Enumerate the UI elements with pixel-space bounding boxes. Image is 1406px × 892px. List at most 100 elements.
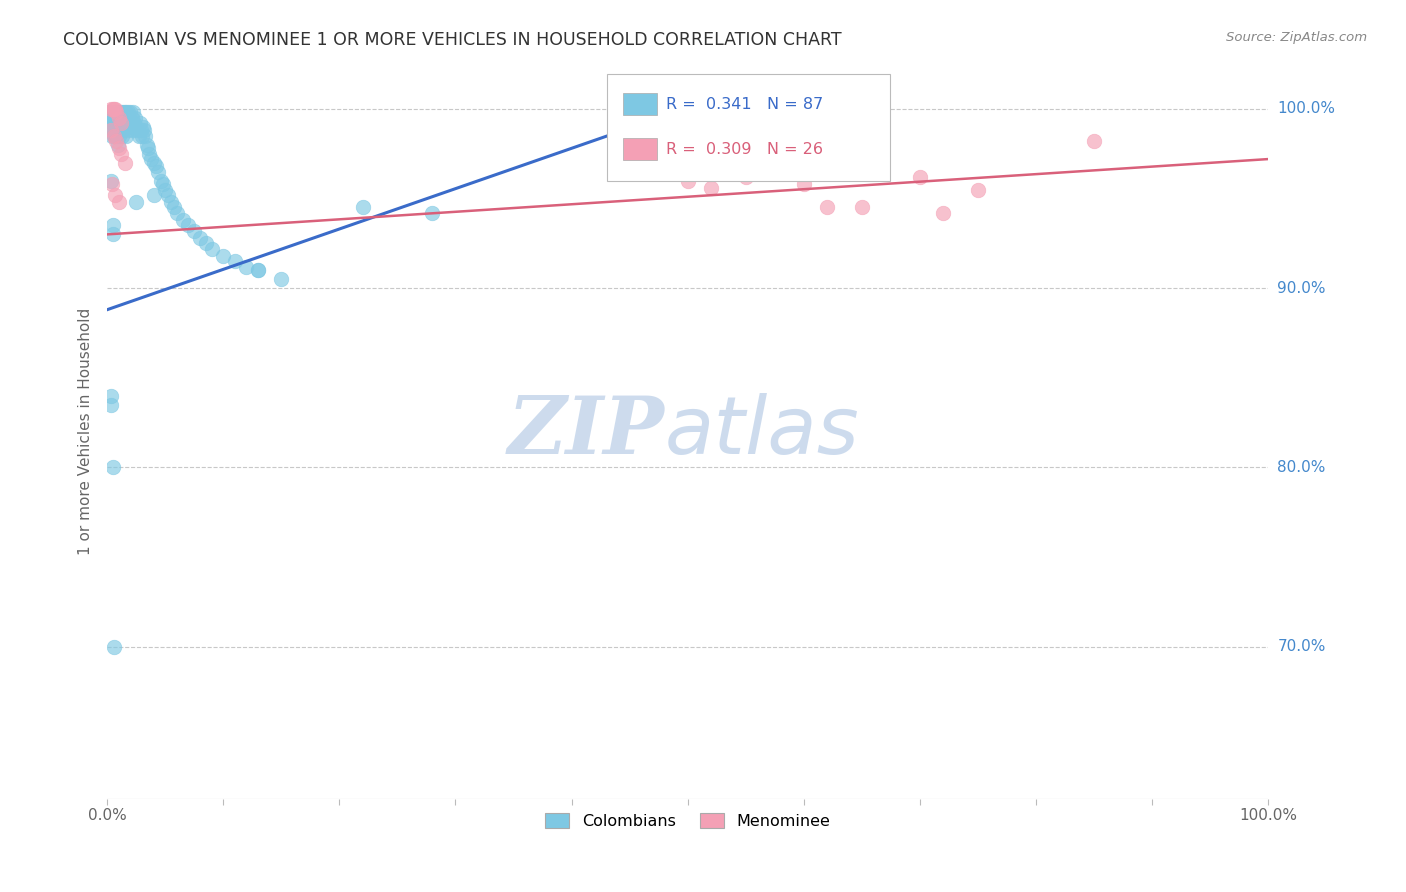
Point: [103, 640, 125, 654]
Point: [107, 128, 129, 143]
Point: [107, 105, 129, 120]
Point: [111, 111, 134, 125]
Point: [141, 152, 163, 166]
Point: [101, 128, 124, 143]
Point: [112, 105, 135, 120]
Point: [676, 173, 699, 187]
Point: [129, 123, 152, 137]
Point: [235, 260, 257, 274]
Point: [122, 116, 145, 130]
Point: [103, 128, 125, 143]
Point: [117, 123, 139, 137]
Point: [105, 128, 128, 143]
Text: 80.0%: 80.0%: [1277, 460, 1326, 475]
Point: [112, 123, 135, 137]
Point: [734, 169, 756, 184]
Point: [101, 102, 124, 116]
Y-axis label: 1 or more Vehicles in Household: 1 or more Vehicles in Household: [79, 308, 93, 555]
Point: [110, 116, 132, 130]
Point: [966, 183, 988, 197]
Point: [114, 120, 136, 134]
Point: [145, 159, 167, 173]
Point: [201, 242, 224, 256]
Point: [107, 111, 129, 125]
Point: [142, 188, 165, 202]
Point: [107, 141, 129, 155]
Point: [114, 128, 136, 143]
Point: [104, 188, 127, 202]
Point: [142, 155, 165, 169]
Point: [107, 137, 129, 152]
Point: [100, 173, 122, 187]
Point: [110, 105, 132, 120]
Point: [108, 123, 131, 137]
FancyBboxPatch shape: [623, 138, 658, 160]
Point: [152, 177, 174, 191]
Point: [100, 389, 122, 403]
Text: 0.0%: 0.0%: [87, 808, 127, 823]
Point: [101, 177, 124, 191]
Point: [101, 116, 124, 130]
Point: [110, 146, 132, 161]
Point: [105, 134, 128, 148]
Point: [1083, 134, 1105, 148]
Point: [700, 181, 723, 195]
Text: R =  0.309   N = 26: R = 0.309 N = 26: [665, 142, 823, 157]
Text: atlas: atlas: [665, 392, 859, 471]
Point: [101, 227, 124, 242]
Point: [120, 105, 142, 120]
Point: [107, 195, 129, 210]
Text: 70.0%: 70.0%: [1277, 640, 1326, 654]
Point: [183, 224, 205, 238]
Text: 100.0%: 100.0%: [1277, 102, 1336, 116]
Point: [138, 146, 160, 161]
Point: [131, 128, 153, 143]
Point: [120, 120, 142, 134]
Point: [166, 206, 188, 220]
Point: [107, 116, 129, 130]
Text: R =  0.341   N = 87: R = 0.341 N = 87: [665, 97, 823, 112]
Point: [103, 128, 125, 143]
Point: [128, 128, 150, 143]
Point: [149, 173, 172, 187]
Point: [107, 116, 129, 130]
Text: 100.0%: 100.0%: [1239, 808, 1298, 823]
Text: 90.0%: 90.0%: [1277, 281, 1326, 295]
Point: [121, 123, 143, 137]
Point: [100, 123, 122, 137]
Point: [134, 128, 156, 143]
Point: [156, 188, 179, 202]
Text: ZIP: ZIP: [508, 392, 665, 470]
Text: COLOMBIAN VS MENOMINEE 1 OR MORE VEHICLES IN HOUSEHOLD CORRELATION CHART: COLOMBIAN VS MENOMINEE 1 OR MORE VEHICLE…: [63, 31, 842, 49]
Point: [420, 206, 443, 220]
Point: [101, 105, 124, 120]
Point: [111, 128, 134, 143]
Point: [124, 111, 146, 125]
Point: [108, 111, 131, 125]
Point: [100, 102, 122, 116]
Point: [172, 213, 194, 227]
Point: [135, 137, 157, 152]
Point: [188, 231, 211, 245]
Point: [153, 183, 176, 197]
Point: [100, 398, 122, 412]
Point: [270, 272, 292, 286]
Point: [118, 116, 141, 130]
Point: [134, 123, 156, 137]
Point: [160, 195, 183, 210]
Point: [101, 123, 124, 137]
Point: [125, 120, 148, 134]
Point: [110, 120, 132, 134]
Point: [908, 169, 931, 184]
Point: [105, 105, 128, 120]
Point: [104, 102, 127, 116]
Point: [127, 123, 149, 137]
Point: [212, 249, 235, 263]
Point: [100, 111, 122, 125]
Point: [177, 219, 200, 233]
Point: [114, 155, 136, 169]
Legend: Colombians, Menominee: Colombians, Menominee: [538, 806, 837, 835]
Point: [100, 120, 122, 134]
Point: [101, 460, 124, 475]
Point: [224, 254, 246, 268]
